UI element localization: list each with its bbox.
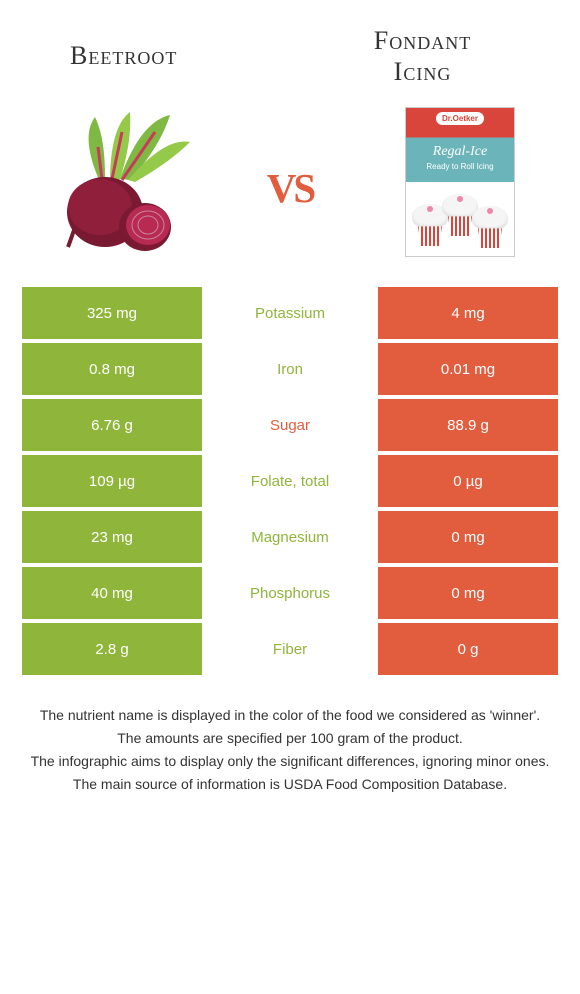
table-row: 40 mgPhosphorus0 mg xyxy=(22,567,558,619)
cell-right-value: 88.9 g xyxy=(378,399,558,451)
footer-line: The amounts are specified per 100 gram o… xyxy=(20,728,560,749)
images-row: vs Dr.Oetker Regal-Ice Ready to Roll Ici… xyxy=(0,97,580,277)
fondant-subtitle: Ready to Roll Icing xyxy=(406,162,514,171)
footer-line: The infographic aims to display only the… xyxy=(20,751,560,772)
footer-line: The nutrient name is displayed in the co… xyxy=(20,705,560,726)
cell-right-value: 0 g xyxy=(378,623,558,675)
title-right: FondantIcing xyxy=(305,25,540,87)
nutrient-table: 325 mgPotassium4 mg0.8 mgIron0.01 mg6.76… xyxy=(22,287,558,675)
fondant-image: Dr.Oetker Regal-Ice Ready to Roll Icing xyxy=(380,107,540,257)
beetroot-image xyxy=(40,107,200,257)
table-row: 325 mgPotassium4 mg xyxy=(22,287,558,339)
cell-left-value: 6.76 g xyxy=(22,399,202,451)
table-row: 6.76 gSugar88.9 g xyxy=(22,399,558,451)
vs-label: vs xyxy=(267,149,313,216)
cell-nutrient-name: Folate, total xyxy=(202,455,378,507)
table-row: 2.8 gFiber0 g xyxy=(22,623,558,675)
cell-right-value: 4 mg xyxy=(378,287,558,339)
footer: The nutrient name is displayed in the co… xyxy=(0,685,580,817)
table-row: 109 µgFolate, total0 µg xyxy=(22,455,558,507)
cell-nutrient-name: Potassium xyxy=(202,287,378,339)
cell-left-value: 23 mg xyxy=(22,511,202,563)
cell-left-value: 40 mg xyxy=(22,567,202,619)
fondant-title: Regal-Ice xyxy=(406,144,514,160)
header: Beetroot FondantIcing xyxy=(0,0,580,97)
cell-left-value: 2.8 g xyxy=(22,623,202,675)
footer-line: The main source of information is USDA F… xyxy=(20,774,560,795)
cell-left-value: 325 mg xyxy=(22,287,202,339)
table-row: 0.8 mgIron0.01 mg xyxy=(22,343,558,395)
cupcakes-icon xyxy=(406,194,514,248)
cell-nutrient-name: Fiber xyxy=(202,623,378,675)
title-left: Beetroot xyxy=(40,41,305,71)
cell-right-value: 0.01 mg xyxy=(378,343,558,395)
fondant-brand: Dr.Oetker xyxy=(436,112,484,125)
table-row: 23 mgMagnesium0 mg xyxy=(22,511,558,563)
cell-nutrient-name: Phosphorus xyxy=(202,567,378,619)
cell-right-value: 0 µg xyxy=(378,455,558,507)
cell-left-value: 0.8 mg xyxy=(22,343,202,395)
cell-right-value: 0 mg xyxy=(378,567,558,619)
cell-right-value: 0 mg xyxy=(378,511,558,563)
cell-nutrient-name: Iron xyxy=(202,343,378,395)
cell-nutrient-name: Sugar xyxy=(202,399,378,451)
cell-left-value: 109 µg xyxy=(22,455,202,507)
cell-nutrient-name: Magnesium xyxy=(202,511,378,563)
